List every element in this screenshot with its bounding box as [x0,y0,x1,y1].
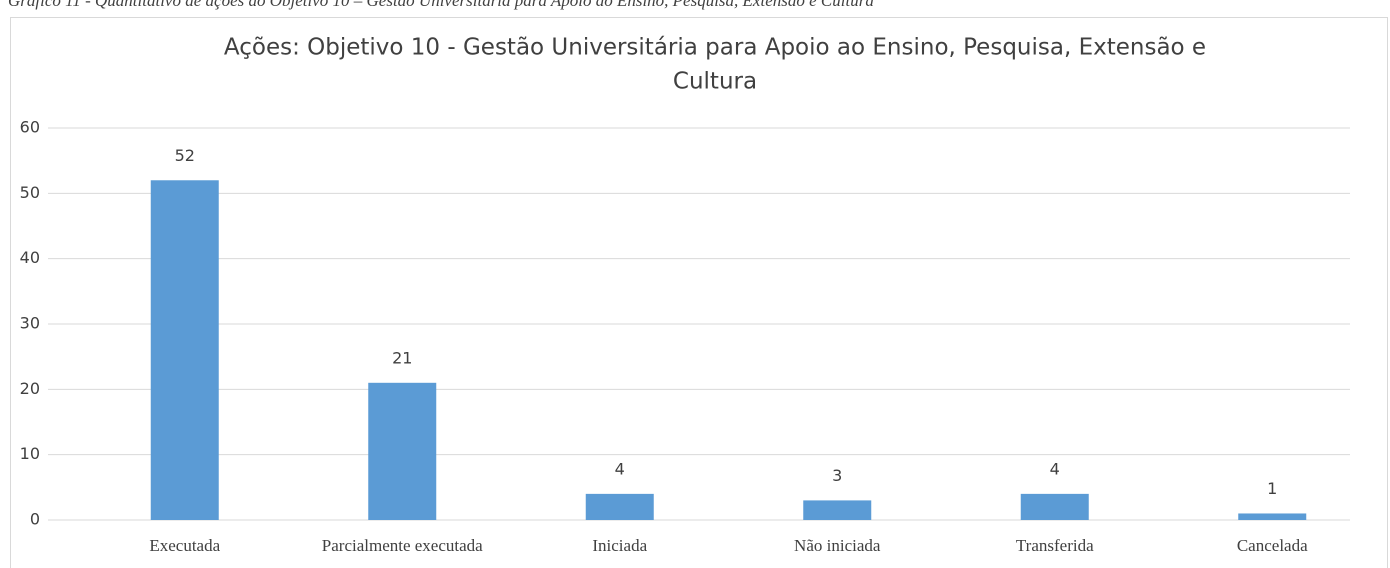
y-tick-label: 20 [20,379,40,398]
x-tick-label: Não iniciada [794,536,881,555]
chart-title: Cultura [673,69,757,95]
bar [150,180,219,520]
data-label: 4 [1050,459,1060,478]
y-tick-label: 30 [20,314,40,333]
y-tick-label: 60 [20,118,40,137]
bar [803,500,872,520]
x-tick-label: Transferida [1016,536,1094,555]
x-tick-label: Iniciada [592,536,647,555]
chart-border [10,17,1388,568]
x-tick-label: Parcialmente executada [322,536,483,555]
bar [585,493,654,520]
y-tick-label: 10 [20,444,40,463]
data-label: 21 [392,348,412,367]
data-label: 52 [175,146,195,165]
bar [368,382,437,520]
bar [1238,513,1307,520]
chart-title: Ações: Objetivo 10 - Gestão Universitári… [224,35,1206,61]
x-tick-label: Executada [149,536,220,555]
bar [1020,493,1089,520]
data-label: 4 [615,459,625,478]
data-label: 1 [1267,479,1277,498]
y-tick-label: 50 [20,183,40,202]
x-tick-label: Cancelada [1237,536,1308,555]
y-tick-label: 40 [20,248,40,267]
y-tick-label: 0 [30,510,40,529]
caption: Gráfico 11 - Quantitativo de ações do Ob… [8,0,874,10]
data-label: 3 [832,466,842,485]
